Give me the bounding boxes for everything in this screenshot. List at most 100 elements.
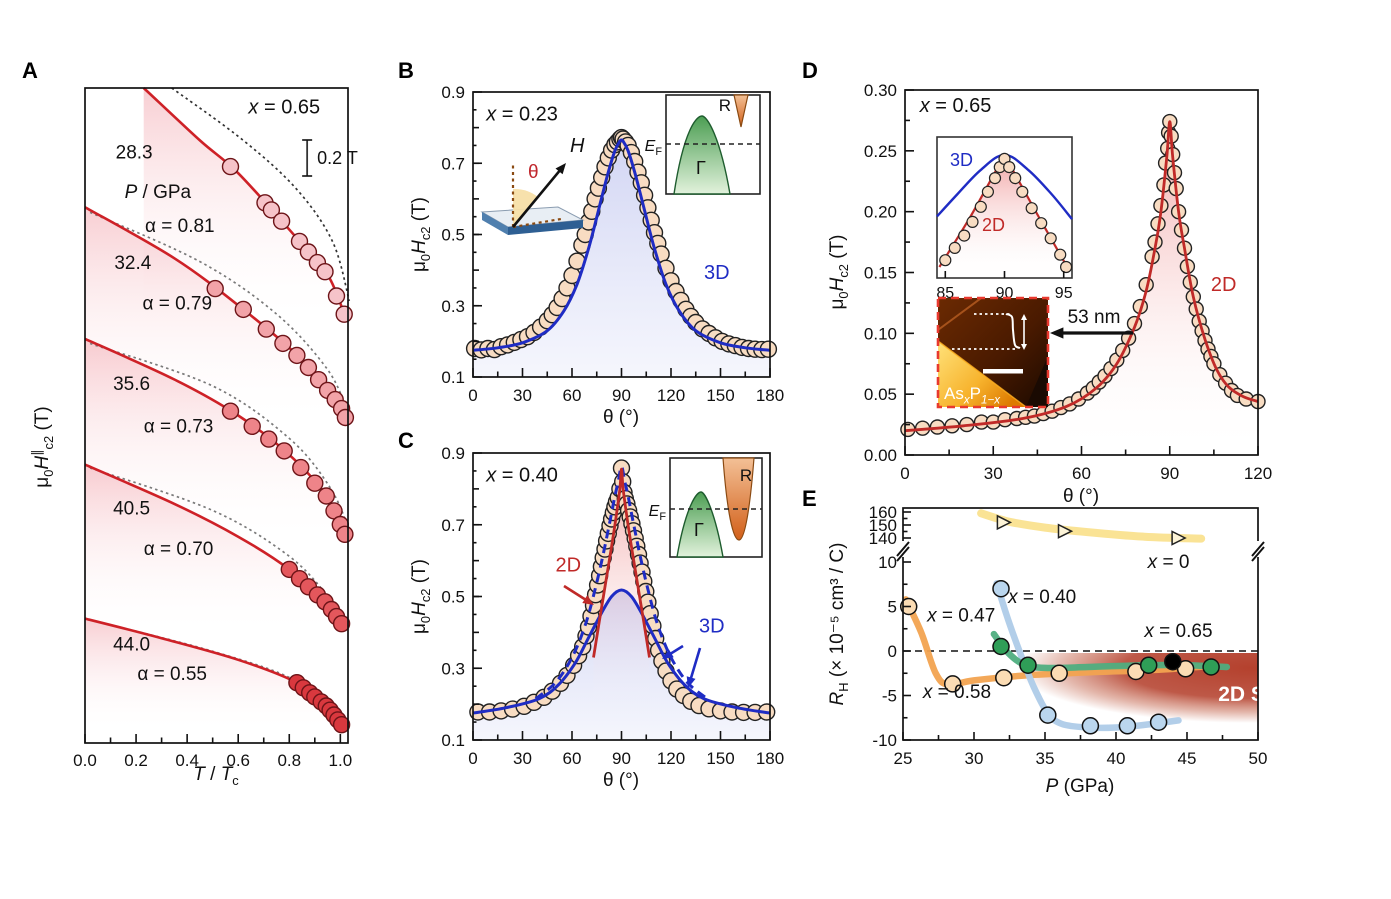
gamma-band [676,491,724,558]
sample-composition-label: AsxP1−x [944,384,1001,406]
x-tick-label: 90 [1160,464,1179,483]
curve-3d [472,138,771,352]
data-point [948,241,961,254]
data-point [234,300,253,319]
axis-break-mark [1251,541,1265,557]
afm-inset: AsxP1−x 53 nm [936,296,1133,409]
x-axis-title: θ (°) [603,407,639,428]
data-point [995,668,1013,687]
data-point [317,487,335,505]
x-tick-label: 0 [900,464,909,483]
gamma-band [673,115,731,195]
data-point [1039,706,1057,724]
scale-bar-label: 0.2 T [317,148,358,168]
y-tick-label: -5 [882,687,897,706]
annotation-arrowhead [662,649,674,659]
sc-region-label: 2D SC [1218,683,1280,706]
data-point [1016,185,1029,198]
composition-annotation: x = 0.65 [247,97,320,119]
data-point [257,320,275,338]
composition-annotation: x = 0.40 [485,465,558,487]
data-point [1044,232,1057,245]
y-tick-label: 0.25 [864,142,897,161]
theta-label: θ [528,162,539,183]
x-tick-label: 40 [1107,749,1126,768]
x-axis-title: T / Tc [193,764,239,788]
data-point [306,474,324,492]
x-tick-label: 30 [965,749,984,768]
x-tick-label: 90 [612,749,631,768]
alpha-label: α = 0.55 [137,664,207,685]
data-point [1081,717,1100,735]
afm-scale-bar [983,369,1023,374]
inset-label-3d: 3D [950,150,973,170]
label-2d: 2D [556,554,582,576]
axis-break-mark [896,546,910,562]
alpha-label: α = 0.73 [144,417,214,438]
data-point [988,172,1002,185]
annotation-arrowhead [686,676,696,688]
y-tick-label: 0.20 [864,203,897,222]
data-point [992,579,1010,598]
r-pocket [722,457,755,541]
x-tick-label: 50 [1249,749,1268,768]
y-axis-title: RH (× 10⁻⁵ cm³ / C) [827,543,851,706]
x-tick-label: 0 [468,749,477,768]
x-tick-label: 0.6 [226,751,250,770]
annotation-arrow [563,584,590,603]
x-tick-label: 0.0 [73,751,97,770]
in-plane-line [512,217,562,229]
whh-dotted-curve [89,342,351,531]
panel-b: 0 30 60 90 120 150 180 0.9 0.7 0.5 0.3 0.1 θ (°) μ0Hc… [409,83,784,428]
curve-3d-dashed [534,465,709,700]
label-2d: 2D [1211,274,1237,296]
x-tick-label: 45 [1178,749,1197,768]
label-3d: 3D [704,262,730,284]
hc2-shade [85,338,348,536]
data-point [974,200,987,213]
x-tick-label: 180 [756,749,784,768]
data-point [272,212,291,230]
x-tick-label: 30 [513,749,532,768]
x-tick-label: 25 [894,749,913,768]
x-tick-label: 0.8 [277,751,301,770]
data-point [336,408,355,427]
data-point [206,279,224,298]
inset-label-2d: 2D [982,215,1005,235]
x-tick-label: 120 [657,749,685,768]
curve-2d [904,120,1259,433]
x-tick-label: 30 [513,386,532,405]
data-point [1059,260,1073,274]
y-tick-label: 0.3 [441,297,465,316]
hc2-shade [143,88,348,318]
data-point [275,442,293,460]
x-axis-title: θ (°) [603,770,639,791]
y-tick-label: 150 [869,516,897,535]
data-point [274,334,292,353]
hc2-shade [85,207,348,418]
data-point [1035,217,1048,230]
panel-c: 0 30 60 90 120 150 180 0.9 0.7 0.5 0.3 0.1 θ (°) μ0Hc… [409,444,784,791]
step-height-label: 53 nm [1068,307,1121,328]
alpha-label: α = 0.70 [144,539,214,560]
data-point [299,358,318,377]
panel-a: 28.3 α = 0.81 32.4 α = 0.79 35.6 α = 0.73 40.5… [29,87,358,788]
height-profile-trace [1005,313,1021,349]
x-tick-label: 150 [706,386,734,405]
data-point [996,514,1013,531]
label-3d: 3D [699,615,725,637]
data-point [316,263,334,281]
y-tick-label: 0.30 [864,81,897,100]
axis-box [84,87,349,744]
y-tick-label: 0.7 [441,154,465,173]
gamma-band-label: Γ [694,520,704,540]
x-tick-label: 60 [563,386,582,405]
data-point [958,229,971,242]
data-point [1149,713,1168,731]
series-label: x = 0 [1147,552,1190,573]
x-tick-label: 150 [706,749,734,768]
area-3d [473,139,770,377]
data-point [292,458,310,477]
pressure-unit-label: P / GPa [125,182,192,203]
